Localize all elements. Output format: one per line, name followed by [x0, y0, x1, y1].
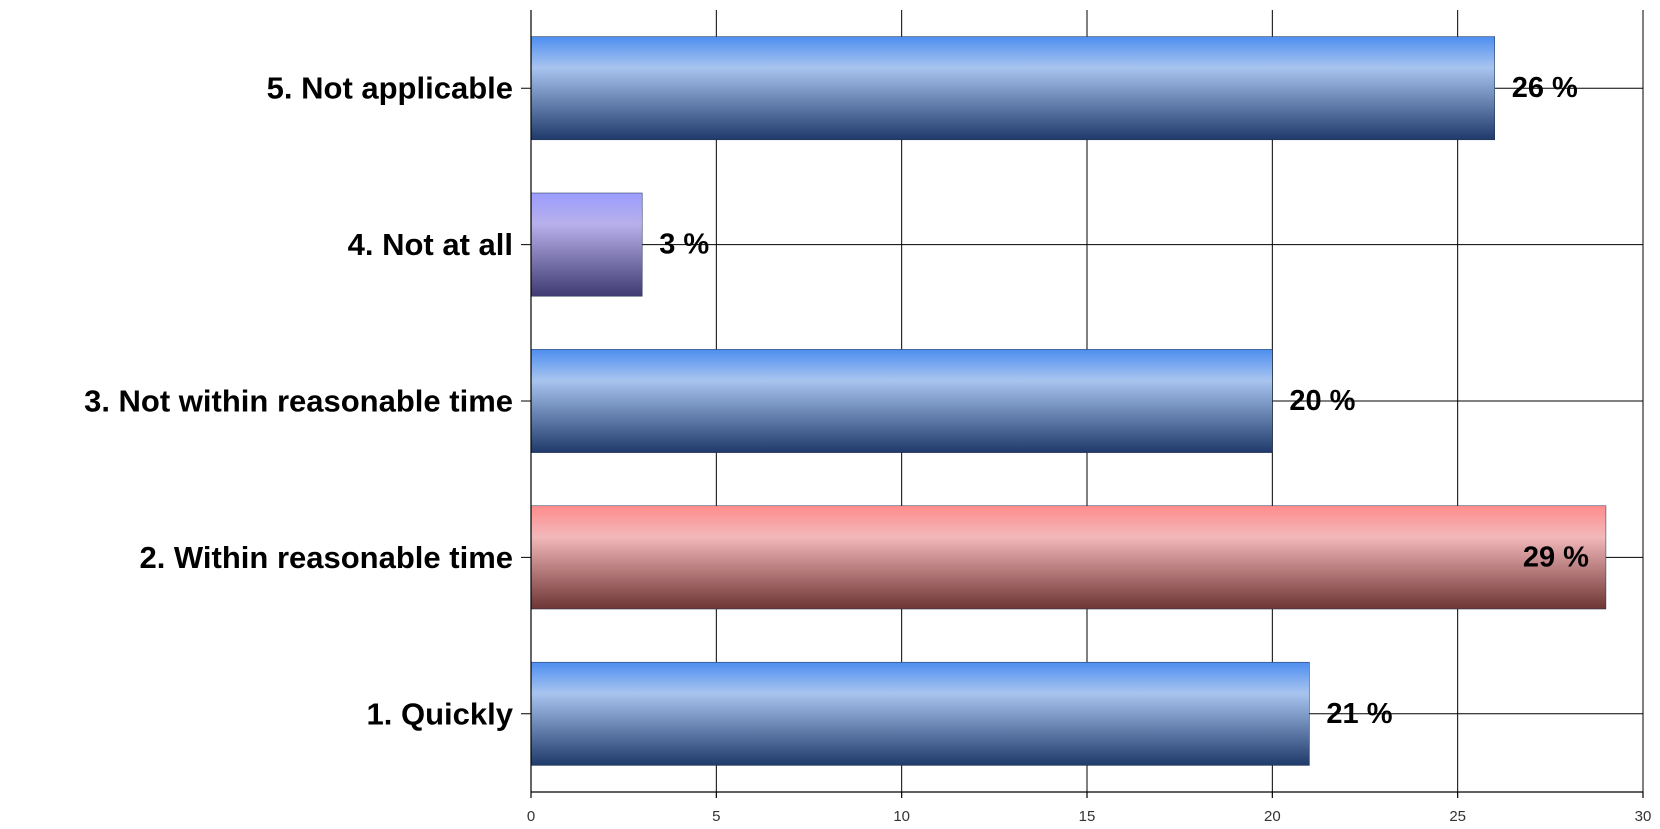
- labels: 0 5 10 15 20 25 30 1. Quickly 2. Within reasonab…: [84, 71, 1651, 825]
- bar: [530, 349, 1273, 453]
- bar: [530, 661, 1310, 766]
- x-tick-label: 25: [1449, 808, 1466, 825]
- data-label: 21 %: [1326, 698, 1392, 730]
- bar: [530, 192, 643, 297]
- category-label: 1. Quickly: [367, 696, 514, 731]
- x-tick-label: 10: [893, 808, 910, 825]
- bar: [530, 505, 1607, 610]
- x-tick-label: 15: [1079, 808, 1096, 825]
- bar: [530, 36, 1495, 141]
- axes: [530, 10, 1644, 798]
- x-tick-label: 20: [1264, 808, 1281, 825]
- category-label: 4. Not at all: [348, 227, 513, 262]
- data-label: 29 %: [1523, 541, 1589, 573]
- category-label: 2. Within reasonable time: [139, 540, 513, 575]
- data-label: 20 %: [1289, 385, 1355, 417]
- x-tick-label: 30: [1635, 808, 1652, 825]
- data-label: 3 %: [659, 229, 709, 261]
- category-label: 3. Not within reasonable time: [84, 384, 513, 419]
- data-label: 26 %: [1512, 72, 1578, 104]
- x-tick-label: 0: [527, 808, 535, 825]
- x-tick-label: 5: [712, 808, 720, 825]
- category-label: 5. Not applicable: [267, 71, 513, 106]
- bars: [530, 36, 1607, 766]
